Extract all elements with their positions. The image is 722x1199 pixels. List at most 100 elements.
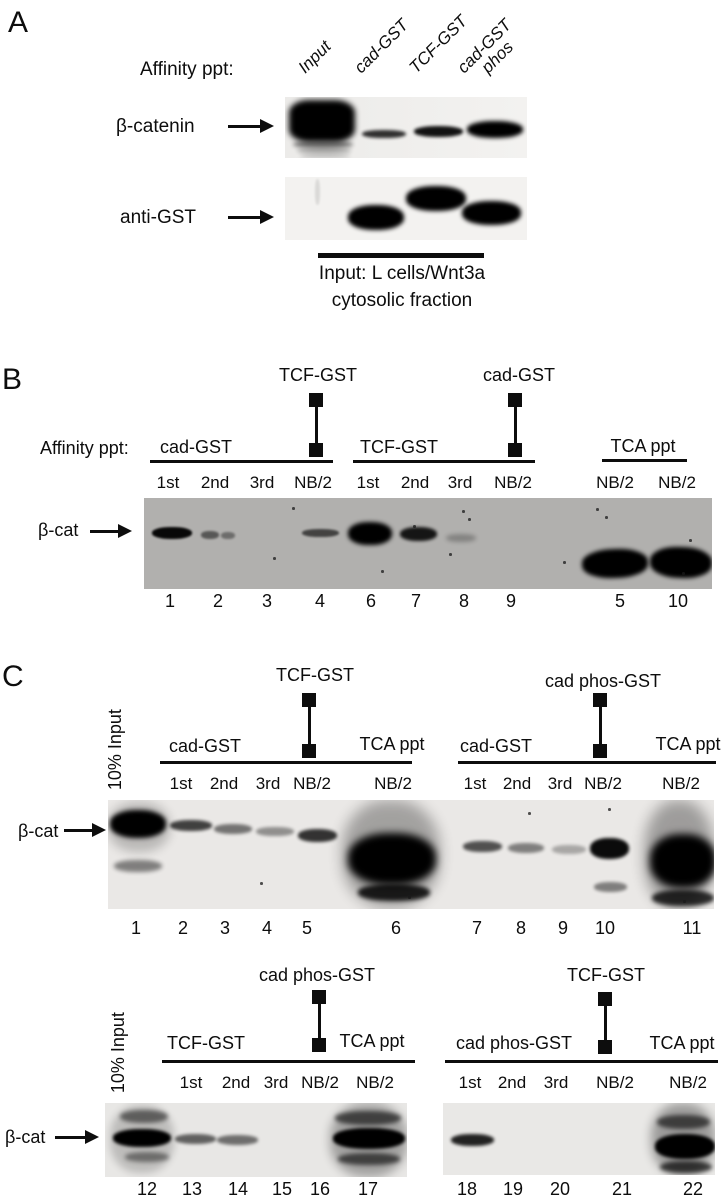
panel-c-lane-numbers-bottom-left-6: 17: [357, 1179, 379, 1199]
panel-c-group-rule-right: [458, 761, 716, 764]
panel-c-lane-numbers-bottom-left-3: 14: [227, 1179, 249, 1199]
panel-c-blot-c-top-speckle-6: [683, 900, 686, 903]
panel-b-lane-numbers-8: 9: [505, 591, 517, 611]
panel-c-blot-c-bottom-left-band-4: [125, 1152, 169, 1162]
panel-c-competitor-label-cad-phos-gst: cad phos-GST: [544, 671, 662, 691]
panel-c-lane-numbers-top-10: 10: [594, 918, 616, 938]
panel-c-group-label-tca-ppt-left: TCA ppt: [359, 734, 425, 754]
panel-c-row-label-beta-cat-top: β-cat: [18, 821, 59, 841]
panel-a-row-label-beta-catenin: β-catenin: [116, 116, 195, 137]
panel-c-lane-numbers-bottom-right-2: 19: [502, 1179, 524, 1199]
arrow-shaft: [228, 124, 263, 128]
panel-c-group-label-tca-ppt-right: TCA ppt: [655, 734, 721, 754]
panel-b-competitor-label-tcf-gst: TCF-GST: [279, 365, 357, 385]
panel-c-lane-sublabels-bottom-5: NB/2: [356, 1073, 394, 1092]
arrow-head: [92, 823, 106, 837]
panel-b-blot-b-band-4: [302, 529, 339, 537]
panel-c-blot-c-top-band-9: [348, 833, 436, 885]
panel-a-blot-a-beta-catenin-band-6: [414, 126, 463, 137]
panel-a-panel-a-letter: A: [8, 6, 29, 39]
panel-c-lane-sublabels-bottom-1: 1st: [179, 1073, 203, 1092]
panel-c-lane-sublabels-top-3: 3rd: [255, 774, 281, 793]
panel-b-blot-b-band-1: [152, 527, 192, 539]
panel-a-blot-a-anti-gst-band-1: [315, 179, 320, 205]
panel-c-blot-c-bottom-right-band-1: [451, 1134, 494, 1146]
panel-c-row-label-beta-cat-bottom: β-cat: [5, 1127, 46, 1147]
panel-c-blot-c-top-band-18: [652, 890, 714, 906]
panel-c-competitor-dumbbell-tcf-bottom-square: [302, 744, 316, 758]
panel-c-beta-cat-arrow-bottom: [55, 1130, 99, 1144]
panel-c-competitor-dumbbell-tcf-bottom-line: [603, 999, 607, 1047]
panel-b-group-rule-tca-ppt: [602, 459, 687, 462]
panel-c-blot-c-top-speckle-4: [260, 882, 263, 885]
panel-c-competitor-dumbbell-cad-phos-bottom-square: [593, 744, 607, 758]
panel-b-group-rule-tcf-gst: [353, 460, 535, 463]
panel-b-competitor-dumbbell-cad-line: [513, 400, 517, 450]
panel-c-lane-sublabels-bottom-9: NB/2: [596, 1073, 634, 1092]
panel-b-blot-b-speckle-16: [682, 572, 685, 575]
panel-c-lane-numbers-bottom-right-1: 18: [456, 1179, 478, 1199]
panel-b-panel-b-letter: B: [2, 363, 23, 396]
panel-b-lane-numbers-6: 7: [410, 591, 422, 611]
panel-b-lane-sublabels-2: 2nd: [200, 473, 230, 492]
arrow-head: [85, 1130, 99, 1144]
panel-c-lane-numbers-bottom-left-5: 16: [309, 1179, 331, 1199]
panel-b-blot-b-band-7: [446, 534, 476, 542]
panel-c-blot-c-top-band-15: [594, 882, 627, 892]
panel-b-blot-b: [144, 498, 712, 589]
panel-c-blot-c-top-band-13: [552, 845, 586, 854]
panel-c-lane-numbers-bottom-left-4: 15: [271, 1179, 293, 1199]
panel-c-lane-sublabels-top-7: 2nd: [502, 774, 532, 793]
panel-c-blot-c-bottom-left-band-2: [120, 1110, 168, 1123]
panel-b-group-rule-cad-gst: [150, 460, 333, 463]
panel-b-blot-b-band-9: [649, 545, 712, 580]
panel-a-blot-a-anti-gst-band-2: [348, 205, 404, 230]
panel-c-competitor-dumbbell-cad-phos-line: [598, 700, 602, 751]
panel-c-lane-sublabels-top-10: NB/2: [662, 774, 700, 793]
panel-c-blot-c-bottom-right-band-3: [657, 1115, 710, 1129]
panel-c-lane-numbers-top-2: 2: [177, 918, 189, 938]
arrow-shaft: [64, 828, 95, 832]
panel-b-lane-numbers-7: 8: [458, 591, 470, 611]
panel-b-lane-sublabels-8: NB/2: [494, 473, 532, 492]
panel-c-lane-sublabels-top-2: 2nd: [209, 774, 239, 793]
panel-a-blot-a-beta-catenin-band-1: [289, 100, 355, 142]
panel-c-lane-sublabels-top-9: NB/2: [584, 774, 622, 793]
panel-c-lane-numbers-bottom-left-1: 12: [136, 1179, 158, 1199]
panel-a-blot-a-beta-catenin-band-5: [362, 130, 406, 138]
panel-c-group-label-tca-ppt-bottom-right: TCA ppt: [649, 1033, 715, 1053]
panel-c-lane-sublabels-top-4: NB/2: [293, 774, 331, 793]
panel-b-competitor-dumbbell-tcf-line: [314, 400, 318, 450]
panel-b-blot-b-speckle-11: [563, 561, 566, 564]
panel-a-blot-a-beta-catenin-band-2: [293, 141, 353, 148]
panel-b-blot-b-speckle-1: [462, 510, 465, 513]
panel-b-beta-cat-arrow: [90, 524, 132, 538]
arrow-head: [260, 210, 274, 224]
panel-c-blot-c-top-band-7: [298, 829, 337, 842]
panel-a-row-label-anti-gst: anti-GST: [120, 207, 197, 228]
panel-a-blot-a-anti-gst-band-3: [406, 186, 466, 211]
panel-b-lane-sublabels-9: NB/2: [596, 473, 634, 492]
panel-c-lane-numbers-top-9: 9: [557, 918, 569, 938]
panel-c-blot-c-top-band-11: [463, 841, 502, 852]
panel-b-affinity-ppt-label: Affinity ppt:: [40, 438, 129, 458]
panel-c-group-label-tcf-gst-bottom: TCF-GST: [167, 1033, 245, 1053]
panel-c-competitor-dumbbell-tcf-bottom-bottom-square: [598, 1040, 612, 1054]
panel-c-competitor-dumbbell-cad-phos-bottom-line: [317, 997, 321, 1045]
panel-b-lane-numbers-1: 1: [164, 591, 176, 611]
panel-c-blot-c-top-speckle-1: [608, 808, 611, 811]
panel-a-blot-a-anti-gst-band-4: [462, 201, 521, 225]
panel-c-blot-c-top-band-10: [358, 884, 430, 901]
panel-c-lane-sublabels-bottom-10: NB/2: [669, 1073, 707, 1092]
panel-a-blot-a-beta-catenin-band-4: [300, 154, 350, 158]
panel-a-affinity-ppt-label: Affinity ppt:: [140, 59, 234, 80]
panel-c-blot-c-top-band-17: [650, 834, 714, 888]
arrow-shaft: [55, 1135, 88, 1139]
panel-c-blot-c-bottom-left-band-3: [113, 1129, 171, 1147]
panel-b-blot-b-band-6: [400, 527, 437, 541]
panel-c-lane-sublabels-bottom-8: 3rd: [543, 1073, 569, 1092]
panel-b-competitor-dumbbell-cad-bottom-square: [508, 443, 522, 457]
panel-b-blot-b-speckle-5: [596, 508, 599, 511]
panel-c-lane-numbers-bottom-right-5: 22: [682, 1179, 704, 1199]
panel-c-lane-numbers-top-4: 4: [261, 918, 273, 938]
